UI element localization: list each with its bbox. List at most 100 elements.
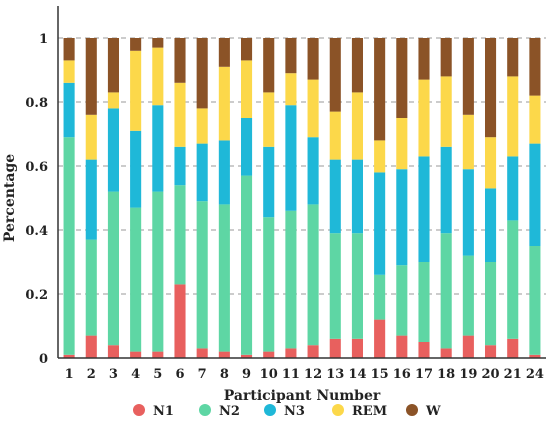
x-tick-label: 12 bbox=[304, 367, 322, 382]
bar-rem-participant-18 bbox=[440, 76, 452, 147]
legend-marker-n1 bbox=[133, 404, 145, 416]
bar-n2-participant-10 bbox=[263, 217, 275, 352]
x-tick-label: 15 bbox=[371, 367, 389, 382]
x-tick-label: 24 bbox=[526, 367, 544, 382]
bar-n3-participant-21 bbox=[507, 156, 519, 221]
bar-rem-participant-20 bbox=[485, 137, 497, 189]
x-tick-label: 5 bbox=[153, 367, 162, 382]
bar-rem-participant-21 bbox=[507, 76, 519, 157]
bar-n3-participant-17 bbox=[418, 156, 430, 262]
bar-rem-participant-15 bbox=[374, 140, 386, 173]
x-tick-label: 4 bbox=[131, 367, 140, 382]
bar-rem-participant-9 bbox=[241, 60, 253, 118]
bar-n1-participant-1 bbox=[63, 354, 75, 358]
bar-w-participant-18 bbox=[440, 38, 452, 77]
bar-rem-participant-8 bbox=[218, 66, 230, 141]
bar-rem-participant-17 bbox=[418, 79, 430, 157]
bar-n2-participant-12 bbox=[307, 204, 319, 346]
legend-marker-w bbox=[406, 404, 418, 416]
bar-n2-participant-11 bbox=[285, 210, 297, 349]
bar-rem-participant-13 bbox=[329, 111, 341, 160]
bar-n1-participant-3 bbox=[107, 345, 119, 358]
bar-n2-participant-17 bbox=[418, 262, 430, 342]
bar-n2-participant-5 bbox=[152, 191, 164, 352]
bar-n1-participant-11 bbox=[285, 348, 297, 358]
bar-n1-participant-24 bbox=[529, 354, 541, 358]
bar-n2-participant-19 bbox=[462, 255, 474, 336]
bar-n1-participant-4 bbox=[130, 351, 142, 358]
bar-n3-participant-4 bbox=[130, 130, 142, 208]
bar-w-participant-14 bbox=[351, 38, 363, 93]
x-tick-label: 3 bbox=[109, 367, 118, 382]
bar-n3-participant-19 bbox=[462, 169, 474, 256]
bar-rem-participant-5 bbox=[152, 47, 164, 106]
bar-n1-participant-7 bbox=[196, 348, 208, 358]
bar-n3-participant-2 bbox=[85, 159, 97, 240]
bar-rem-participant-1 bbox=[63, 60, 75, 83]
bar-n2-participant-1 bbox=[63, 137, 75, 355]
bar-n2-participant-18 bbox=[440, 233, 452, 349]
bar-n2-participant-16 bbox=[396, 265, 408, 336]
bar-n1-participant-21 bbox=[507, 338, 519, 358]
bar-w-participant-2 bbox=[85, 38, 97, 115]
bar-n3-participant-10 bbox=[263, 146, 275, 218]
x-tick-label: 20 bbox=[481, 367, 499, 382]
bar-n1-participant-18 bbox=[440, 348, 452, 358]
x-tick-label: 7 bbox=[198, 367, 207, 382]
bar-n1-participant-12 bbox=[307, 345, 319, 358]
bar-w-participant-1 bbox=[63, 38, 75, 61]
bar-n1-participant-2 bbox=[85, 335, 97, 358]
bar-n3-participant-20 bbox=[485, 188, 497, 262]
x-tick-label: 9 bbox=[242, 367, 251, 382]
bar-w-participant-7 bbox=[196, 38, 208, 109]
bar-rem-participant-10 bbox=[263, 92, 275, 147]
bar-rem-participant-11 bbox=[285, 73, 297, 106]
bar-n3-participant-9 bbox=[241, 118, 253, 176]
bar-rem-participant-7 bbox=[196, 108, 208, 144]
bar-n3-participant-3 bbox=[107, 108, 119, 192]
bar-n1-participant-8 bbox=[218, 351, 230, 358]
x-tick-label: 8 bbox=[220, 367, 229, 382]
x-tick-labels: 1 2 3 4 5 6 7 8 9 10 11 12 13 14 15 16 17 18 19 20 21 24 bbox=[65, 367, 544, 382]
bar-n2-participant-2 bbox=[85, 239, 97, 336]
bar-rem-participant-16 bbox=[396, 118, 408, 170]
bar-n1-participant-17 bbox=[418, 342, 430, 358]
x-tick-label: 21 bbox=[504, 367, 522, 382]
bar-w-participant-5 bbox=[152, 38, 164, 48]
bar-n2-participant-6 bbox=[174, 185, 186, 285]
bar-n3-participant-15 bbox=[374, 172, 386, 275]
x-tick-label: 19 bbox=[459, 367, 477, 382]
legend-marker-rem bbox=[332, 404, 344, 416]
bar-n3-participant-11 bbox=[285, 105, 297, 211]
legend-marker-n2 bbox=[199, 404, 211, 416]
x-tick-label: 16 bbox=[393, 367, 411, 382]
bar-n1-participant-20 bbox=[485, 345, 497, 358]
bars bbox=[63, 38, 541, 358]
bar-rem-participant-4 bbox=[130, 50, 142, 131]
bar-n2-participant-7 bbox=[196, 201, 208, 349]
bar-n1-participant-10 bbox=[263, 351, 275, 358]
x-tick-label: 1 bbox=[65, 367, 74, 382]
x-tick-label: 2 bbox=[87, 367, 96, 382]
legend: N1 N2 N3 REM W bbox=[133, 404, 441, 419]
bar-w-participant-15 bbox=[374, 38, 386, 141]
bar-rem-participant-3 bbox=[107, 92, 119, 109]
bar-n3-participant-12 bbox=[307, 137, 319, 205]
y-tick-label: 0.6 bbox=[25, 160, 48, 175]
bar-w-participant-17 bbox=[418, 38, 430, 80]
y-tick-label: 0.8 bbox=[25, 96, 48, 111]
bar-w-participant-13 bbox=[329, 38, 341, 112]
bar-n3-participant-16 bbox=[396, 169, 408, 266]
bar-n1-participant-13 bbox=[329, 338, 341, 358]
bar-n3-participant-14 bbox=[351, 159, 363, 234]
bar-n2-participant-8 bbox=[218, 204, 230, 352]
legend-label-n3: N3 bbox=[284, 404, 305, 419]
x-tick-label: 10 bbox=[260, 367, 278, 382]
bar-w-participant-8 bbox=[218, 38, 230, 67]
bar-n1-participant-5 bbox=[152, 351, 164, 358]
bar-n2-participant-21 bbox=[507, 220, 519, 339]
bar-n3-participant-13 bbox=[329, 159, 341, 234]
bar-n2-participant-4 bbox=[130, 207, 142, 352]
